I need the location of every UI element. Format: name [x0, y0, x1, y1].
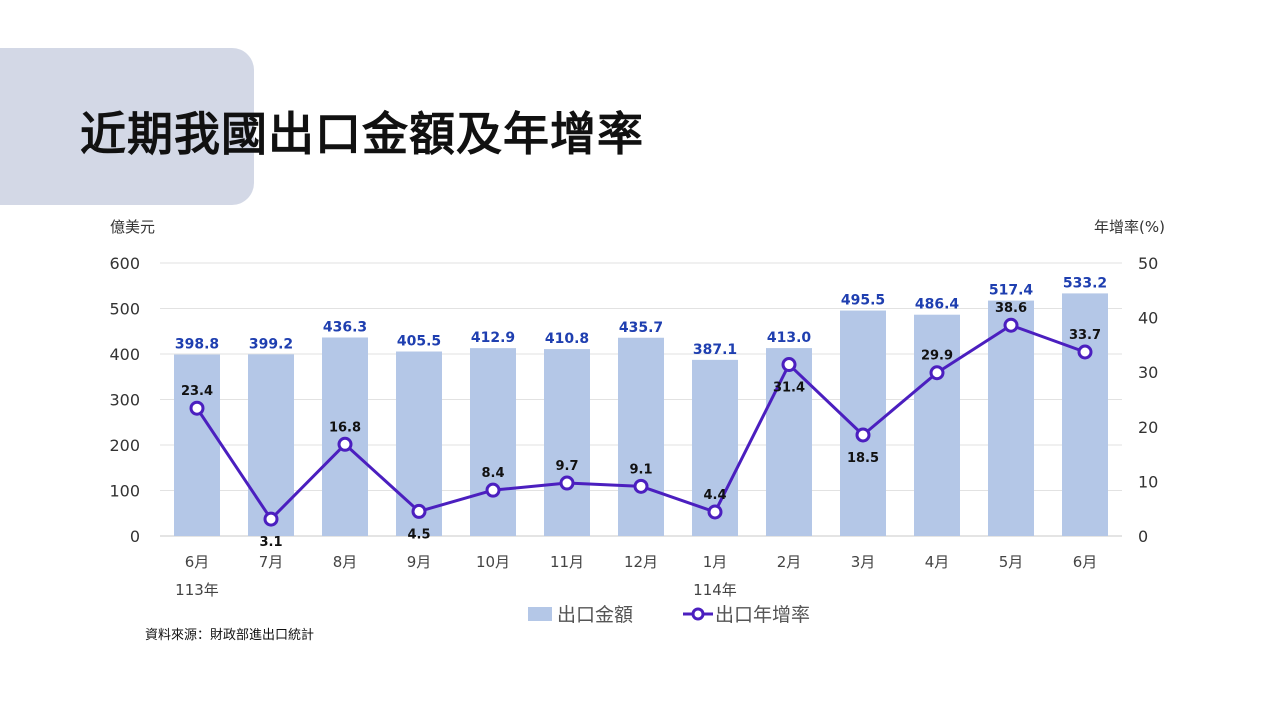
line-point [485, 482, 501, 498]
page-title: 近期我國出口金額及年增率 [80, 107, 644, 161]
line-value-label: 33.7 [1069, 328, 1101, 343]
left-tick-label: 200 [109, 436, 140, 455]
category-label: 9月 [407, 553, 432, 571]
title-background [0, 48, 254, 205]
legend-bar-label: 出口金額 [557, 604, 633, 626]
category-label: 2月 [777, 553, 802, 571]
legend-line-label: 出口年增率 [715, 604, 810, 626]
line-value-label: 4.4 [703, 488, 726, 503]
bar [618, 337, 664, 536]
category-label: 7月 [259, 553, 284, 571]
bar-value-label: 398.8 [175, 337, 219, 353]
line-value-label: 31.4 [773, 381, 805, 396]
line-point [1077, 344, 1093, 360]
bar-series: 398.8 399.2 436.3 405.5 412.9 410.8 435.7 387.1… [174, 275, 1108, 536]
category-label: 3月 [851, 553, 876, 571]
line-point [855, 427, 871, 443]
left-tick-label: 100 [109, 482, 140, 501]
right-tick-label: 30 [1138, 363, 1158, 382]
year-label: 114年 [693, 581, 737, 599]
line-point [707, 504, 723, 520]
line-value-label: 18.5 [847, 451, 879, 466]
bar-value-label: 387.1 [693, 342, 737, 358]
line-point [929, 365, 945, 381]
bar-value-label: 436.3 [323, 319, 367, 335]
left-axis-label: 億美元 [110, 218, 155, 236]
right-tick-label: 20 [1138, 418, 1158, 437]
line-value-label: 8.4 [481, 466, 504, 481]
bar-value-label: 412.9 [471, 330, 515, 346]
line-value-label: 9.7 [555, 459, 578, 474]
bar [470, 348, 516, 536]
right-tick-label: 40 [1138, 309, 1158, 328]
line-value-label: 16.8 [329, 420, 361, 435]
axes: 億美元 年增率(%) 01002003004005006000102030405… [109, 218, 1165, 599]
legend-line-marker [691, 607, 705, 621]
line-point [781, 357, 797, 373]
bar [544, 349, 590, 536]
bar [914, 314, 960, 536]
bar-value-label: 495.5 [841, 293, 885, 309]
line-value-label: 3.1 [259, 535, 282, 550]
right-tick-label: 10 [1138, 472, 1158, 491]
bar-value-label: 517.4 [989, 283, 1034, 299]
line-point [189, 400, 205, 416]
bar-value-label: 435.7 [619, 320, 663, 336]
line-point [559, 475, 575, 491]
category-label: 1月 [703, 553, 728, 571]
line-point [263, 511, 279, 527]
category-label: 10月 [476, 553, 510, 571]
bar-value-label: 533.2 [1063, 275, 1107, 291]
right-tick-label: 50 [1138, 254, 1158, 273]
left-tick-label: 0 [130, 527, 140, 546]
category-label: 11月 [550, 553, 584, 571]
line-value-label: 9.1 [629, 462, 652, 477]
source-note: 資料來源：財政部進出口統計 [145, 628, 315, 643]
bar [322, 337, 368, 536]
category-label: 12月 [624, 553, 658, 571]
right-axis-label: 年增率(%) [1094, 218, 1165, 236]
category-label: 8月 [333, 553, 358, 571]
left-tick-label: 300 [109, 391, 140, 410]
line-point [1003, 317, 1019, 333]
left-tick-label: 600 [109, 254, 140, 273]
legend-bar-swatch [528, 607, 552, 621]
bar-value-label: 405.5 [397, 333, 441, 349]
right-tick-label: 0 [1138, 527, 1148, 546]
category-label: 5月 [999, 553, 1024, 571]
left-tick-label: 500 [109, 300, 140, 319]
line-series: 23.4 3.1 16.8 4.5 8.4 9.7 9.1 4.4 31.4 18.5 29.9 38… [181, 301, 1101, 550]
bar [766, 348, 812, 536]
line-value-label: 23.4 [181, 384, 213, 399]
line-value-label: 38.6 [995, 301, 1027, 316]
line-point [337, 436, 353, 452]
bar [988, 300, 1034, 536]
line-value-label: 4.5 [407, 527, 430, 542]
bar-value-label: 413.0 [767, 330, 812, 346]
bar-value-label: 486.4 [915, 297, 960, 313]
category-label: 4月 [925, 553, 950, 571]
line-value-label: 29.9 [921, 349, 953, 364]
category-label: 6月 [1073, 553, 1098, 571]
left-tick-label: 400 [109, 345, 140, 364]
legend: 出口金額 出口年增率 [528, 604, 810, 626]
year-label: 113年 [175, 581, 219, 599]
line-point [633, 478, 649, 494]
bar [248, 354, 294, 536]
bar [174, 354, 220, 536]
bar-value-label: 399.2 [249, 336, 293, 352]
bar-value-label: 410.8 [545, 331, 589, 347]
line-point [411, 503, 427, 519]
category-label: 6月 [185, 553, 210, 571]
bar [1062, 293, 1108, 536]
